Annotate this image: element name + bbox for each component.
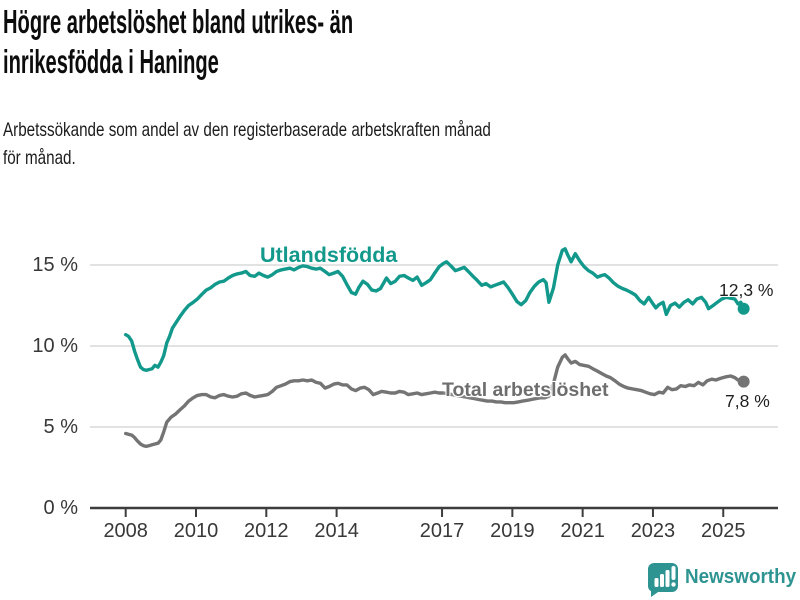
y-axis-label: 5 % [43,416,78,438]
newsworthy-logo-icon [648,563,678,597]
page-title-line-2: inrikesfödda i Haninge [3,43,219,80]
series-end-dot [737,375,750,388]
page-title: Högre arbetslöshet bland utrikes- än inr… [3,2,353,82]
y-axis-label: 10 % [32,335,78,357]
series-label-total-arbetsloshet: Total arbetslöshet [442,379,609,401]
page-subtitle-line-1: Arbetssökande som andel av den registerb… [3,119,491,141]
x-axis-label: 2025 [701,520,746,542]
page-title-line-1: Högre arbetslöshet bland utrikes- än [3,3,354,40]
y-axis-label: 15 % [32,254,78,276]
series-end-dot [737,302,750,315]
page-subtitle-line-2: för månad. [3,146,76,169]
series-line-total [123,353,746,449]
x-axis-label: 2010 [173,520,219,542]
page-subtitle: Arbetssökande som andel av den registerb… [3,117,491,172]
x-axis-label: 2023 [630,520,676,542]
x-axis-label: 2008 [103,520,148,542]
x-axis-label: 2019 [490,520,535,542]
x-axis-label: 2014 [314,520,359,542]
series-label-utlandsfodda: Utlandsfödda [260,243,398,267]
series-line-utlandsfodda [123,247,746,372]
x-axis-label: 2021 [560,520,605,542]
x-axis-label: 2017 [419,520,465,542]
end-value-label-total: 7,8 % [725,391,770,411]
x-axis-label: 2012 [244,520,289,542]
y-axis-label: 0 % [43,497,78,519]
brand-name: Newsworthy [685,565,797,588]
end-value-label-utlandsfodda: 12,3 % [719,280,774,300]
